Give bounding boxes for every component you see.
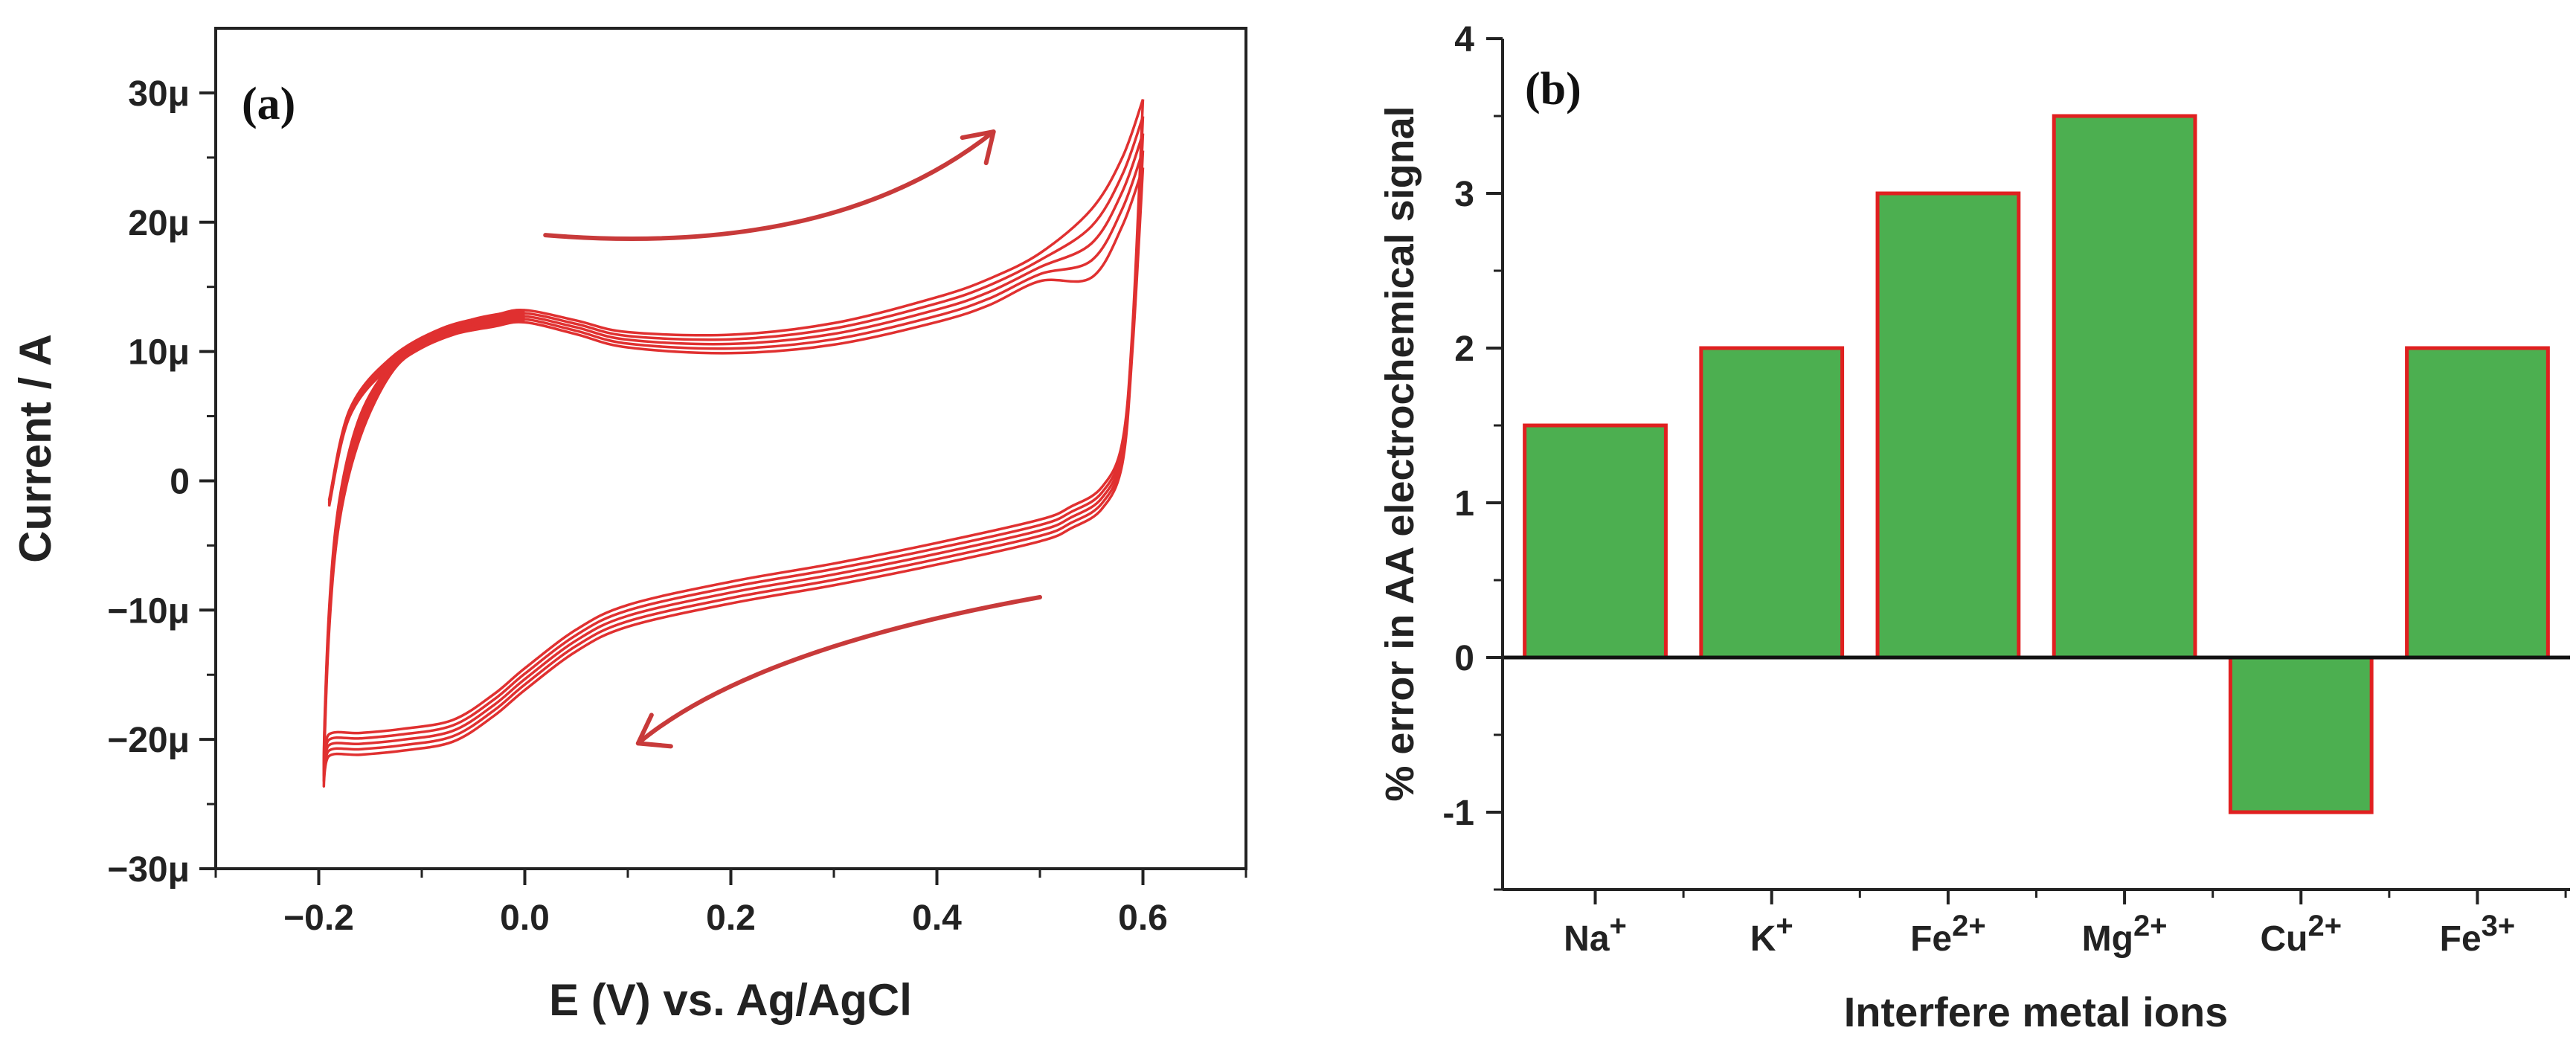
cv-cathodic-sweep <box>322 150 1145 782</box>
cv-y-tick-label: −10μ <box>107 591 190 631</box>
bar-y-axis-title: % error in AA electrochemical signal <box>1378 106 1422 801</box>
bar-category-label: Cu2+ <box>2260 910 2342 959</box>
bar-mg-2plus <box>2052 114 2197 660</box>
cv-cathodic-sweep <box>322 99 1145 766</box>
cv-y-axis-title: Current / A <box>10 334 60 563</box>
cv-x-tick-labels: −0.2 0.0 0.2 0.4 0.6 <box>283 898 1168 938</box>
ion-symbol: Fe <box>1910 919 1952 959</box>
bar-y-tick-label: 3 <box>1454 175 1474 214</box>
cv-y-tick-label: 10μ <box>128 333 190 373</box>
panel-b-label: (b) <box>1525 64 1581 115</box>
cv-x-tick-label: 0.6 <box>1118 898 1168 938</box>
cv-anodic-sweep <box>327 149 1145 506</box>
cv-x-tick-label: −0.2 <box>283 898 354 938</box>
cv-y-tick-label: −20μ <box>107 721 190 760</box>
bar-k-plus <box>1699 346 1845 660</box>
bar-category-label: Na+ <box>1564 910 1627 959</box>
cv-scan-arrows <box>543 129 1042 749</box>
cv-cathodic-sweep <box>322 116 1145 772</box>
ion-charge: 2+ <box>2307 910 2342 942</box>
cv-y-tick-label: −30μ <box>107 850 190 890</box>
bar-category-label: K+ <box>1750 910 1793 959</box>
ion-charge: 3+ <box>2482 910 2516 942</box>
cv-x-axis-title: E (V) vs. Ag/AgCl <box>549 975 912 1025</box>
bar-y-tick-label: 1 <box>1454 484 1474 524</box>
ion-charge: + <box>1776 910 1793 942</box>
cv-y-tick-label: 30μ <box>128 74 190 114</box>
forward-scan-arrowhead <box>960 129 996 166</box>
cv-anodic-sweep <box>327 116 1145 502</box>
ion-symbol: Fe <box>2440 919 2482 959</box>
bar-x-axis-title: Interfere metal ions <box>1844 988 2229 1035</box>
bar-category-label: Fe3+ <box>2440 910 2516 959</box>
cv-y-tick-labels: −30μ −20μ −10μ 0 10μ 20μ 30μ <box>107 74 190 890</box>
reverse-scan-arrow <box>635 594 1042 746</box>
cv-anodic-sweep <box>327 167 1145 507</box>
bar-category-label: Mg2+ <box>2082 910 2168 959</box>
bar-category-labels: Na+ K+ Fe2+ Mg2+ Cu2+ Fe3+ <box>1564 910 2515 959</box>
ion-symbol: Na <box>1564 919 1610 959</box>
cv-x-tick-label: 0.0 <box>500 898 550 938</box>
forward-scan-arrow <box>543 129 996 242</box>
bar-y-tick-label: 4 <box>1454 20 1474 60</box>
bar-series <box>1523 114 2550 814</box>
ion-symbol: Mg <box>2082 919 2133 959</box>
cv-anodic-sweep <box>327 99 1145 501</box>
bar-fe-2plus <box>1875 191 2021 660</box>
bar-y-tick-label: 2 <box>1454 329 1474 369</box>
ion-symbol: K <box>1750 919 1776 959</box>
reverse-scan-arrowhead <box>635 713 673 749</box>
bar-na-plus <box>1523 423 1668 660</box>
cv-x-tick-label: 0.2 <box>706 898 756 938</box>
bar-y-tick-label: -1 <box>1442 794 1474 833</box>
panel-a-label: (a) <box>242 79 295 129</box>
cv-anodic-sweep <box>327 132 1145 504</box>
cv-curves <box>322 99 1145 788</box>
bar-category-label: Fe2+ <box>1910 910 1986 959</box>
cv-y-tick-label: 0 <box>170 462 190 501</box>
cv-cathodic-sweep <box>322 133 1145 777</box>
ion-charge: 2+ <box>2133 910 2168 942</box>
cv-plot-frame <box>214 27 1247 870</box>
bar-cu-2plus <box>2228 655 2374 814</box>
bar-fe-3plus <box>2405 346 2550 660</box>
bar-y-tick-label: 0 <box>1454 639 1474 678</box>
ion-charge: + <box>1610 910 1627 942</box>
cv-cathodic-sweep <box>322 167 1145 788</box>
cv-y-tick-label: 20μ <box>128 204 190 243</box>
cv-x-tick-label: 0.4 <box>912 898 962 938</box>
ion-charge: 2+ <box>1952 910 1986 942</box>
bar-y-tick-labels: -1 0 1 2 3 4 <box>1442 20 1474 833</box>
ion-symbol: Cu <box>2260 919 2307 959</box>
